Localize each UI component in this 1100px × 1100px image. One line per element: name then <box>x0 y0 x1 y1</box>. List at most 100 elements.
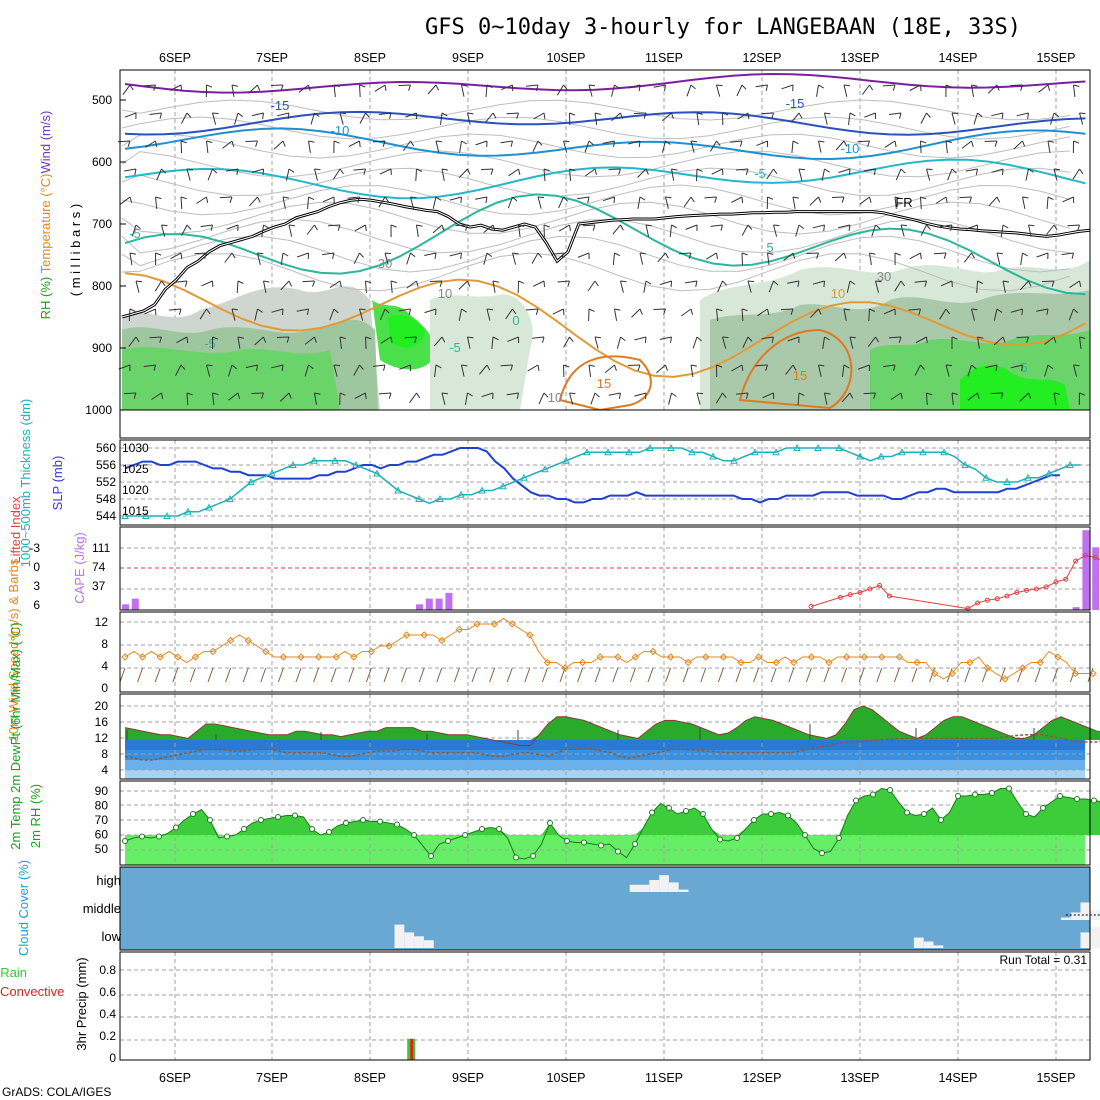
wind-barb-staff <box>304 336 315 345</box>
wind-barb-11 <box>398 84 411 91</box>
wind-barb-425 <box>314 392 321 405</box>
temp-band-0 <box>125 770 1085 779</box>
wind-barb-166 <box>475 196 488 203</box>
wind-barb-staff <box>888 336 902 339</box>
date-label-bottom-8SEP: 8SEP <box>354 1071 386 1085</box>
wind-barb-flag <box>390 224 397 228</box>
wind-barb-staff <box>1046 224 1055 235</box>
rh-marker <box>411 832 417 838</box>
wind-barb-364 <box>692 336 702 349</box>
wind-barb-222 <box>940 224 953 231</box>
rh-marker <box>921 811 927 817</box>
wind-barb-97 <box>661 140 671 153</box>
wind-barb-flag <box>873 392 876 399</box>
wind-barb-304 <box>128 308 136 322</box>
wind-speed-marker <box>1036 658 1044 667</box>
wind-barb-flag <box>543 112 546 119</box>
wind-barb-flag <box>594 112 601 115</box>
wind10-barb <box>665 667 672 683</box>
wind-barb-flag <box>773 224 780 227</box>
isotherm-5 <box>124 272 1086 378</box>
thickness-marker <box>415 494 423 502</box>
rh-marker <box>207 817 213 823</box>
wind-barb-348 <box>276 336 290 343</box>
wind-barb-staff <box>135 280 140 293</box>
wind-barb-452 <box>990 392 1004 399</box>
precip-tick-0.6: 0.6 <box>99 985 116 999</box>
wind-barb-staff <box>821 168 825 181</box>
wind-barb-staff <box>741 224 749 236</box>
wind10-barb-staff <box>893 667 900 683</box>
wind-barb-staff <box>227 364 233 377</box>
lifted-index-marker <box>1024 587 1030 593</box>
rh-marker <box>190 811 196 817</box>
wind-barb-staff <box>883 364 896 368</box>
wind-barb-flag <box>996 308 1003 313</box>
rh-marker <box>666 805 672 811</box>
wind-barb-16 <box>526 84 539 91</box>
wind-barb-350 <box>339 336 346 349</box>
wind-barb-flag <box>892 84 896 91</box>
wind-barb-staff <box>563 140 568 153</box>
wind-barb-staff <box>441 168 445 181</box>
wind-barb-staff <box>228 392 239 401</box>
wind-barb-staff <box>251 112 264 117</box>
wind-barb-staff <box>507 336 519 342</box>
wind-barb-57 <box>611 112 623 122</box>
wind-barb-staff <box>359 84 361 98</box>
wind-barb-flag <box>339 392 346 396</box>
wind-barb-staff <box>527 364 539 372</box>
wind10-barb-staff <box>929 667 936 683</box>
wind-barb-36 <box>1038 84 1051 93</box>
wind10-barb-staff <box>682 667 689 683</box>
wind-barb-380 <box>118 364 131 372</box>
wind-barb-flag <box>1073 140 1080 144</box>
date-label-top-11SEP: 11SEP <box>645 51 683 65</box>
contour-label-4: -5 <box>129 226 141 241</box>
wind-barb-staff <box>838 224 851 229</box>
wind-barb-flag <box>359 84 366 88</box>
wind-barb-228 <box>129 252 137 265</box>
wind-barb-251 <box>705 252 718 260</box>
wind-barb-staff <box>894 196 897 209</box>
wind-barb-310 <box>271 308 284 316</box>
rh-marker <box>802 832 808 838</box>
wind10-barb <box>735 667 742 683</box>
wind-barb-staff <box>302 280 315 283</box>
wind-barb-392 <box>434 364 442 377</box>
wind-barb-277 <box>406 280 419 289</box>
wind-barb-24 <box>736 84 747 97</box>
cape-bar <box>416 604 423 610</box>
wind-barb-staff <box>532 140 539 153</box>
wind-barb-staff <box>993 336 1004 346</box>
wind10-barb-staff <box>401 667 408 683</box>
wind-barb-staff <box>710 224 723 227</box>
wind-barb-staff <box>665 196 669 209</box>
wind-barb-196 <box>288 224 295 237</box>
wind-barb-7 <box>298 84 311 93</box>
wind-barb-staff <box>631 308 641 318</box>
wind-barb-staff <box>762 392 774 399</box>
wind-barb-406 <box>785 364 797 375</box>
wind-barb-flag <box>588 84 596 87</box>
wind-barb-333 <box>868 308 876 322</box>
wind10-barb <box>189 667 196 683</box>
thickness-marker <box>751 448 759 456</box>
wind-barb-flag <box>257 84 261 91</box>
wind-barb-flag <box>594 280 599 287</box>
wind-barb-flag <box>818 308 822 315</box>
wind10-barb-staff <box>295 667 302 683</box>
wind-barb-flag <box>490 168 494 175</box>
wind-barb-214 <box>741 224 753 236</box>
wind-barb-flag <box>1047 140 1054 143</box>
wind-barb-flag <box>849 168 851 176</box>
wind-barb-flag <box>563 140 570 143</box>
wind-speed-marker <box>1071 669 1080 678</box>
wind-barb-398 <box>588 364 595 377</box>
wind-barb-121 <box>314 168 321 181</box>
wind-barb-252 <box>741 252 748 266</box>
contour-label-2: -10 <box>331 123 350 138</box>
rh-marker <box>241 826 247 832</box>
cloud-bar-middle <box>1060 917 1071 920</box>
wind-barb-22 <box>686 84 696 97</box>
